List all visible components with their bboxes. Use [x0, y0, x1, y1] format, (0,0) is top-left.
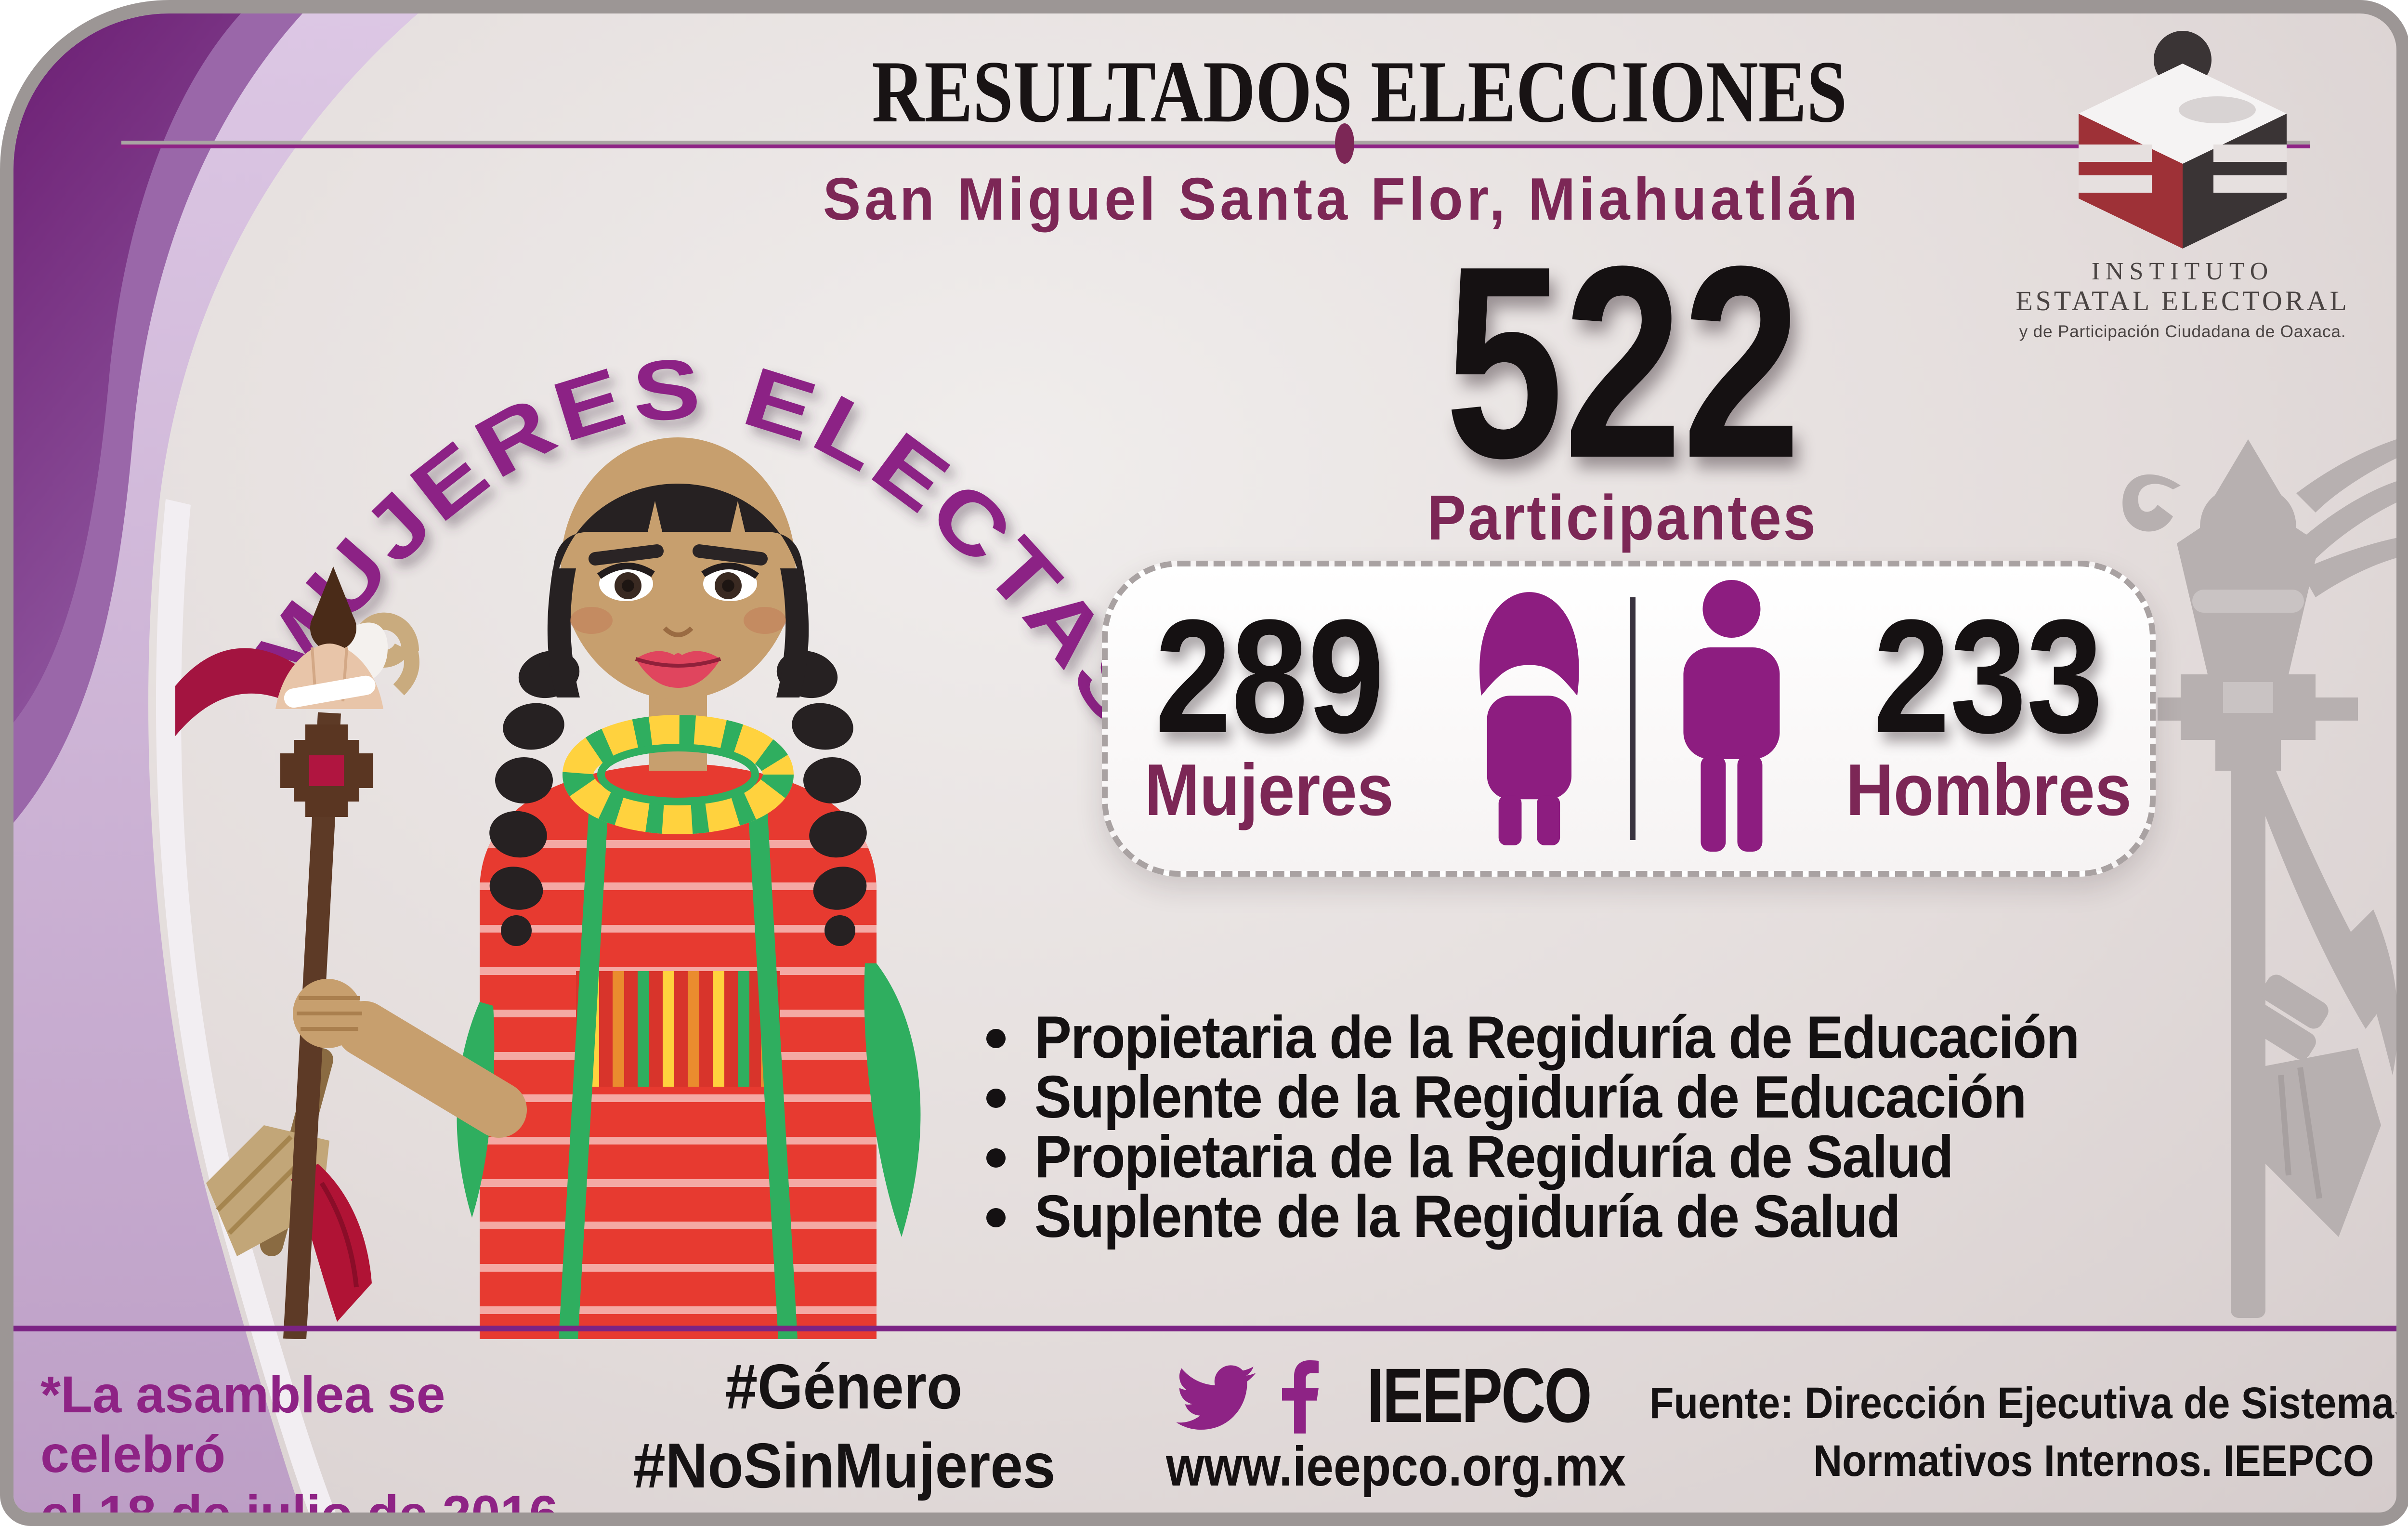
bullet-dot: [986, 1089, 1006, 1108]
org-name: IEEPCO: [1366, 1354, 1592, 1438]
left-swirl-decoration: [13, 13, 418, 1513]
gender-stats-card: 289 Mujeres 233 Hombres: [1102, 561, 2156, 877]
list-item: Propietaria de la Regiduría de Salud: [986, 1127, 2296, 1187]
women-stat: 289 Mujeres: [1108, 586, 1430, 832]
hashtag-nosinmujeres: #NoSinMujeres: [632, 1430, 1055, 1501]
collar: [563, 715, 794, 834]
ballot-box-logo-icon: [2079, 31, 2287, 249]
elected-positions-list: Propietaria de la Regiduría de Educación…: [986, 1008, 2296, 1249]
page-title-text: RESULTADOS ELECCIONES: [872, 42, 1847, 141]
staff-watermark: [2122, 439, 2396, 1318]
hashtag-genero: #Género: [725, 1351, 963, 1422]
assembly-date-note: *La asamblea se celebró el 18 de julio d…: [40, 1366, 558, 1526]
blouse-illustration: [457, 763, 921, 1339]
men-stat: 233 Hombres: [1828, 586, 2150, 832]
women-label: Mujeres: [1144, 751, 1394, 832]
hashtags: #Género #NoSinMujeres: [584, 1347, 1104, 1505]
list-item: Suplente de la Regiduría de Salud: [986, 1187, 2296, 1247]
source-attribution: Fuente: Dirección Ejecutiva de Sistemas …: [1649, 1378, 2408, 1486]
logo-line3: y de Participación Ciudadana de Oaxaca.: [2019, 322, 2346, 341]
arm-holding-staff: [293, 979, 527, 1138]
twitter-icon[interactable]: [1173, 1360, 1262, 1434]
social-block: IEEPCO www.ieepco.org.mx: [1121, 1354, 1670, 1501]
facebook-icon[interactable]: [1281, 1360, 1320, 1434]
ieepco-logo: INSTITUTO ESTATAL ELECTORAL y de Partici…: [1980, 29, 2385, 341]
staff-of-command-illustration: [175, 566, 419, 1339]
title-divider: [121, 141, 2310, 148]
total-participants-label: Participantes: [1426, 482, 1818, 553]
total-participants-number: 522: [1444, 210, 1800, 516]
woman-icon: [1480, 592, 1580, 845]
logo-line1: INSTITUTO: [2091, 256, 2274, 285]
men-label: Hombres: [1845, 751, 2132, 832]
indigenous-woman-illustration: [175, 437, 921, 1339]
bullet-dot: [986, 1029, 1006, 1048]
list-item: Propietaria de la Regiduría de Educación: [986, 1008, 2296, 1067]
title-divider-dot: [1335, 123, 1354, 164]
belt-panel: [576, 971, 780, 1087]
face: [547, 437, 809, 699]
women-count: 289: [1154, 586, 1384, 767]
website-url[interactable]: www.ieepco.org.mx: [1165, 1437, 1626, 1499]
logo-line2: ESTATAL ELECTORAL: [2015, 287, 2350, 318]
page-subtitle: San Miguel Santa Flor, Miahuatlán: [824, 166, 1862, 233]
page-title: RESULTADOS ELECCIONES: [765, 42, 1921, 141]
footer-divider: [13, 1326, 2396, 1330]
men-count: 233: [1874, 586, 2104, 767]
bullet-dot: [986, 1148, 1006, 1168]
man-icon: [1683, 580, 1780, 852]
list-item: Suplente de la Regiduría de Educación: [986, 1067, 2296, 1127]
stats-divider: [1630, 597, 1636, 840]
bullet-dot: [986, 1208, 1006, 1227]
